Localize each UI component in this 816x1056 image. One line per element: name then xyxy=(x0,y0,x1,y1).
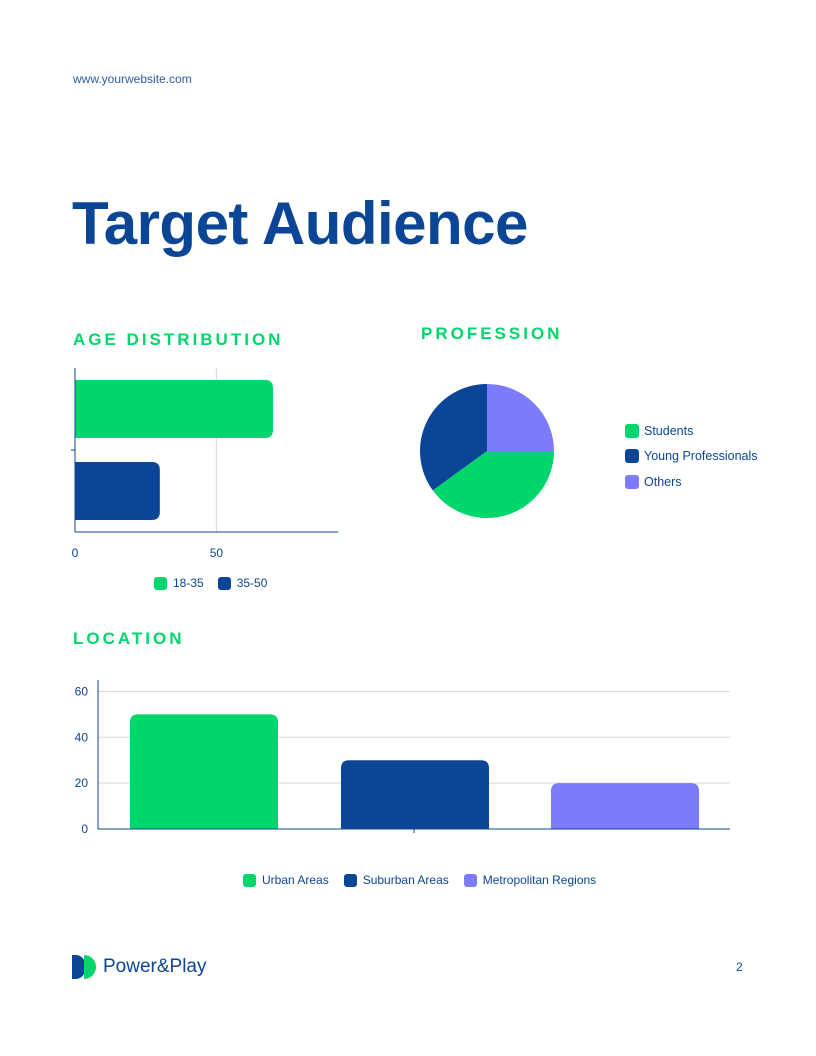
pie-slice-students xyxy=(432,451,554,519)
legend-swatch xyxy=(217,576,231,590)
legend-label: Metropolitan Regions xyxy=(482,873,597,887)
legend-item-35-50[interactable]: 35-50 xyxy=(217,576,268,590)
profession-legend: Students Young Professionals Others xyxy=(625,418,758,495)
page-title: Target Audience xyxy=(72,190,528,257)
y-tick-label: 40 xyxy=(75,730,89,744)
legend-label: Suburban Areas xyxy=(362,873,449,887)
legend-label: Students xyxy=(644,423,694,438)
brand-logo-icon xyxy=(72,955,96,979)
legend-item-young-professionals[interactable]: Young Professionals xyxy=(625,444,758,470)
legend-label: Others xyxy=(644,474,682,489)
legend-label: 18-35 xyxy=(173,576,204,590)
x-tick-label: 50 xyxy=(210,546,224,560)
legend-swatch xyxy=(243,873,256,887)
bar-suburban-areas xyxy=(341,760,489,829)
location-legend: Urban Areas Suburban Areas Metropolitan … xyxy=(243,873,596,887)
legend-item-suburban-areas[interactable]: Suburban Areas xyxy=(343,873,449,887)
legend-swatch xyxy=(625,449,639,464)
legend-item-urban-areas[interactable]: Urban Areas xyxy=(243,873,329,887)
y-tick-label: 0 xyxy=(81,822,88,836)
pie-slice-young-professionals xyxy=(420,384,487,491)
profession-heading: PROFESSION xyxy=(421,324,563,343)
legend-swatch xyxy=(463,873,477,887)
legend-label: Urban Areas xyxy=(262,873,329,887)
location-heading: LOCATION xyxy=(73,629,185,648)
footer-brand[interactable]: Power&Play xyxy=(72,955,207,979)
brand-name: Power&Play xyxy=(103,956,207,977)
y-tick-label: 60 xyxy=(75,684,89,698)
legend-label: 35-50 xyxy=(236,576,268,590)
legend-swatch xyxy=(154,576,167,590)
pie-slice-others xyxy=(487,384,554,451)
page-number: 2 xyxy=(736,960,743,974)
legend-item-metropolitan-regions[interactable]: Metropolitan Regions xyxy=(463,873,597,887)
legend-label: Young Professionals xyxy=(644,449,758,464)
bar-metropolitan-regions xyxy=(551,783,699,829)
website-url[interactable]: www.yourwebsite.com xyxy=(73,72,192,86)
legend-swatch xyxy=(343,873,357,887)
legend-item-students[interactable]: Students xyxy=(625,418,758,444)
age-distribution-heading: AGE DISTRIBUTION xyxy=(73,330,284,349)
legend-swatch xyxy=(625,474,639,489)
bar-35-50 xyxy=(75,462,160,520)
age-legend: 18-35 35-50 xyxy=(154,576,267,590)
legend-swatch xyxy=(625,423,639,438)
bar-18-35 xyxy=(75,380,273,438)
x-tick-label: 0 xyxy=(72,546,79,560)
y-tick-label: 20 xyxy=(75,776,89,790)
bar-urban-areas xyxy=(130,714,278,829)
legend-item-18-35[interactable]: 18-35 xyxy=(154,576,204,590)
legend-item-others[interactable]: Others xyxy=(625,469,758,495)
